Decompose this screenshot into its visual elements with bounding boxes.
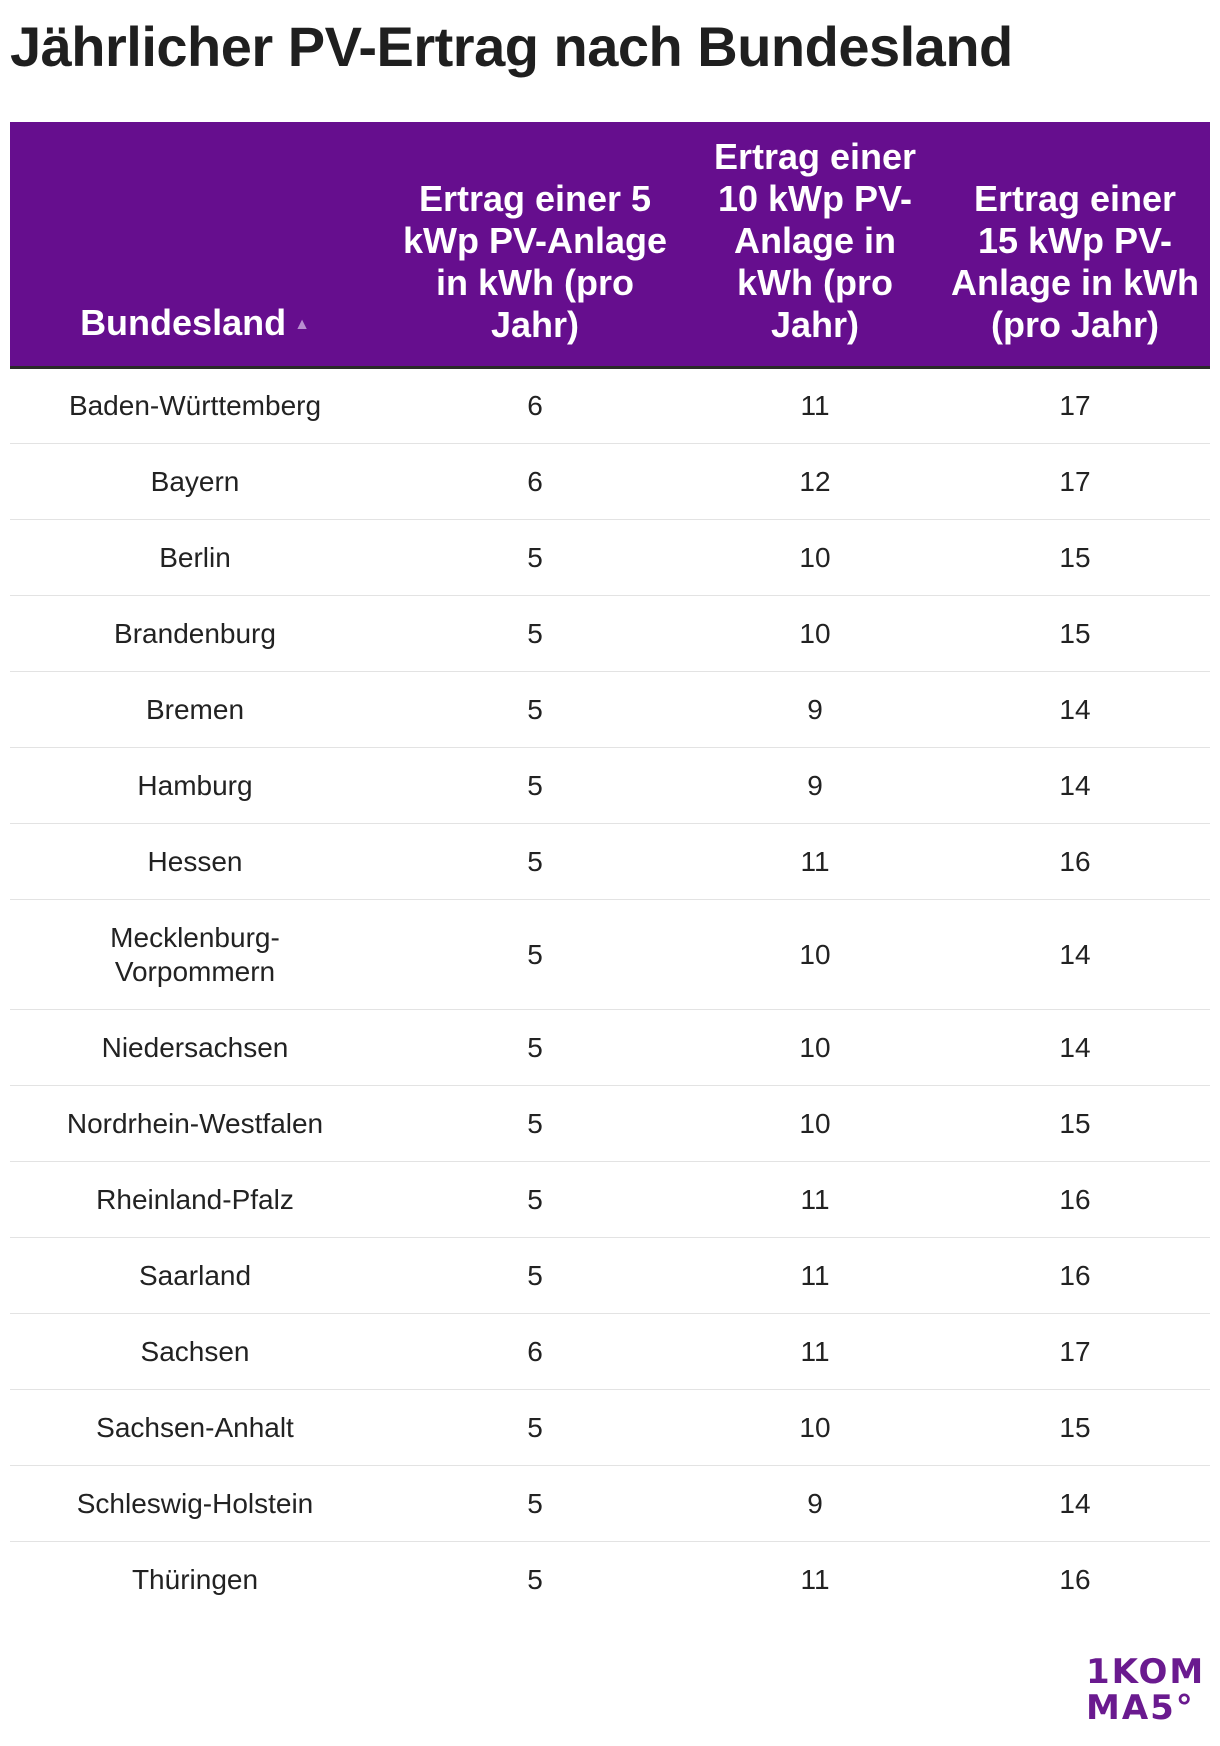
header-row: Bundesland ▲ Ertrag einer 5 kWp PV-Anlage… [10,122,1210,369]
company-logo: 1KOM MA5° [1086,1652,1206,1728]
cell-5kwp: 5 [380,747,690,824]
table-row: Sachsen-Anhalt 5 10 15 [10,1389,1210,1466]
cell-10kwp: 9 [690,747,940,824]
table-row: Niedersachsen 5 10 14 [10,1009,1210,1086]
cell-5kwp: 5 [380,1085,690,1162]
cell-15kwp: 17 [940,367,1210,444]
cell-5kwp: 5 [380,519,690,596]
cell-5kwp: 6 [380,367,690,444]
cell-10kwp: 11 [690,1161,940,1238]
cell-bundesland: Hessen [10,823,380,900]
cell-10kwp: 11 [690,1313,940,1390]
cell-bundesland: Bayern [10,443,380,520]
cell-5kwp: 6 [380,1313,690,1390]
cell-10kwp: 10 [690,1085,940,1162]
cell-10kwp: 10 [690,899,940,1010]
cell-bundesland: Brandenburg [10,595,380,672]
table-row: Saarland 5 11 16 [10,1237,1210,1314]
cell-10kwp: 10 [690,595,940,672]
table-row: Bremen 5 9 14 [10,671,1210,748]
column-header-label: Bundesland [80,301,287,343]
cell-10kwp: 9 [690,671,940,748]
cell-15kwp: 16 [1059,1563,1091,1595]
table-row: Rheinland-Pfalz 5 11 16 [10,1161,1210,1238]
logo-line-1: 1KOM [1086,1652,1206,1692]
cell-10kwp: 10 [690,519,940,596]
cell-5kwp: 5 [380,1009,690,1086]
cell-bundesland: Sachsen [10,1313,380,1390]
table-row: Brandenburg 5 10 15 [10,595,1210,672]
sort-ascending-icon[interactable]: ▲ [294,316,310,333]
data-table: Bundesland ▲ Ertrag einer 5 kWp PV-Anlage… [10,122,1210,1618]
cell-10kwp: 10 [690,1389,940,1466]
cell-5kwp: 5 [380,671,690,748]
cell-5kwp: 5 [380,1161,690,1238]
table-row: Nordrhein-Westfalen 5 10 15 [10,1085,1210,1162]
cell-bundesland: Niedersachsen [10,1009,380,1086]
column-header-15kwp[interactable]: Ertrag einer 15 kWp PV-Anlage in kWh (pr… [940,122,1210,369]
cell-5kwp: 5 [380,595,690,672]
column-header-10kwp[interactable]: Ertrag einer 10 kWp PV-Anlage in kWh (pr… [690,122,940,369]
table-body: Baden-Württemberg 6 11 17 Bayern 6 12 17 Berlin 5… [10,367,1210,1618]
cell-15kwp: 14 [940,1009,1210,1086]
cell-10kwp: 11 [690,823,940,900]
cell-bundesland: Nordrhein-Westfalen [10,1085,380,1162]
table-row: Thüringen 5 11 16 [10,1542,1210,1618]
cell-15kwp: 17 [940,443,1210,520]
cell-bundesland: Bremen [10,671,380,748]
cell-5kwp: 5 [380,1237,690,1314]
cell-10kwp: 10 [690,1009,940,1086]
cell-15kwp: 15 [940,519,1210,596]
cell-5kwp: 6 [380,443,690,520]
cell-10kwp: 12 [690,443,940,520]
column-header-bundesland[interactable]: Bundesland ▲ [10,122,380,369]
cell-5kwp: 5 [380,1465,690,1542]
cell-10kwp: 9 [690,1465,940,1542]
table-row: Sachsen 6 11 17 [10,1313,1210,1390]
cell-bundesland: Thüringen [131,1563,259,1595]
cell-bundesland: Schleswig-Holstein [10,1465,380,1542]
cell-15kwp: 14 [940,747,1210,824]
cell-15kwp: 15 [940,595,1210,672]
table-row: Baden-Württemberg 6 11 17 [10,367,1210,444]
cell-15kwp: 15 [940,1389,1210,1466]
cell-15kwp: 14 [940,899,1210,1010]
page-title: Jährlicher PV-Ertrag nach Bundesland [10,15,1013,78]
cell-5kwp: 5 [380,823,690,900]
cell-bundesland: Mecklenburg-Vorpommern [10,899,380,1010]
cell-5kwp: 5 [380,1389,690,1466]
cell-bundesland: Sachsen-Anhalt [10,1389,380,1466]
logo-line-2: MA5° [1086,1688,1195,1728]
table-row: Berlin 5 10 15 [10,519,1210,596]
cell-10kwp: 11 [690,367,940,444]
cell-10kwp: 11 [690,1237,940,1314]
table-row: Hamburg 5 9 14 [10,747,1210,824]
table-row: Hessen 5 11 16 [10,823,1210,900]
cell-bundesland: Rheinland-Pfalz [10,1161,380,1238]
table-row: Mecklenburg-Vorpommern 5 10 14 [10,899,1210,1010]
cell-15kwp: 15 [940,1085,1210,1162]
cell-bundesland: Berlin [10,519,380,596]
table-row: Bayern 6 12 17 [10,443,1210,520]
column-header-5kwp[interactable]: Ertrag einer 5 kWp PV-Anlage in kWh (pro… [380,122,690,369]
cell-15kwp: 16 [940,823,1210,900]
cell-bundesland: Saarland [10,1237,380,1314]
cell-bundesland: Hamburg [10,747,380,824]
cell-15kwp: 16 [940,1161,1210,1238]
cell-15kwp: 17 [940,1313,1210,1390]
cell-5kwp: 5 [527,1563,543,1595]
cell-5kwp: 5 [380,899,690,1010]
cell-15kwp: 16 [940,1237,1210,1314]
table-row: Schleswig-Holstein 5 9 14 [10,1465,1210,1542]
cell-15kwp: 14 [940,1465,1210,1542]
cell-10kwp: 11 [800,1563,830,1595]
cell-bundesland: Baden-Württemberg [10,367,380,444]
cell-15kwp: 14 [940,671,1210,748]
